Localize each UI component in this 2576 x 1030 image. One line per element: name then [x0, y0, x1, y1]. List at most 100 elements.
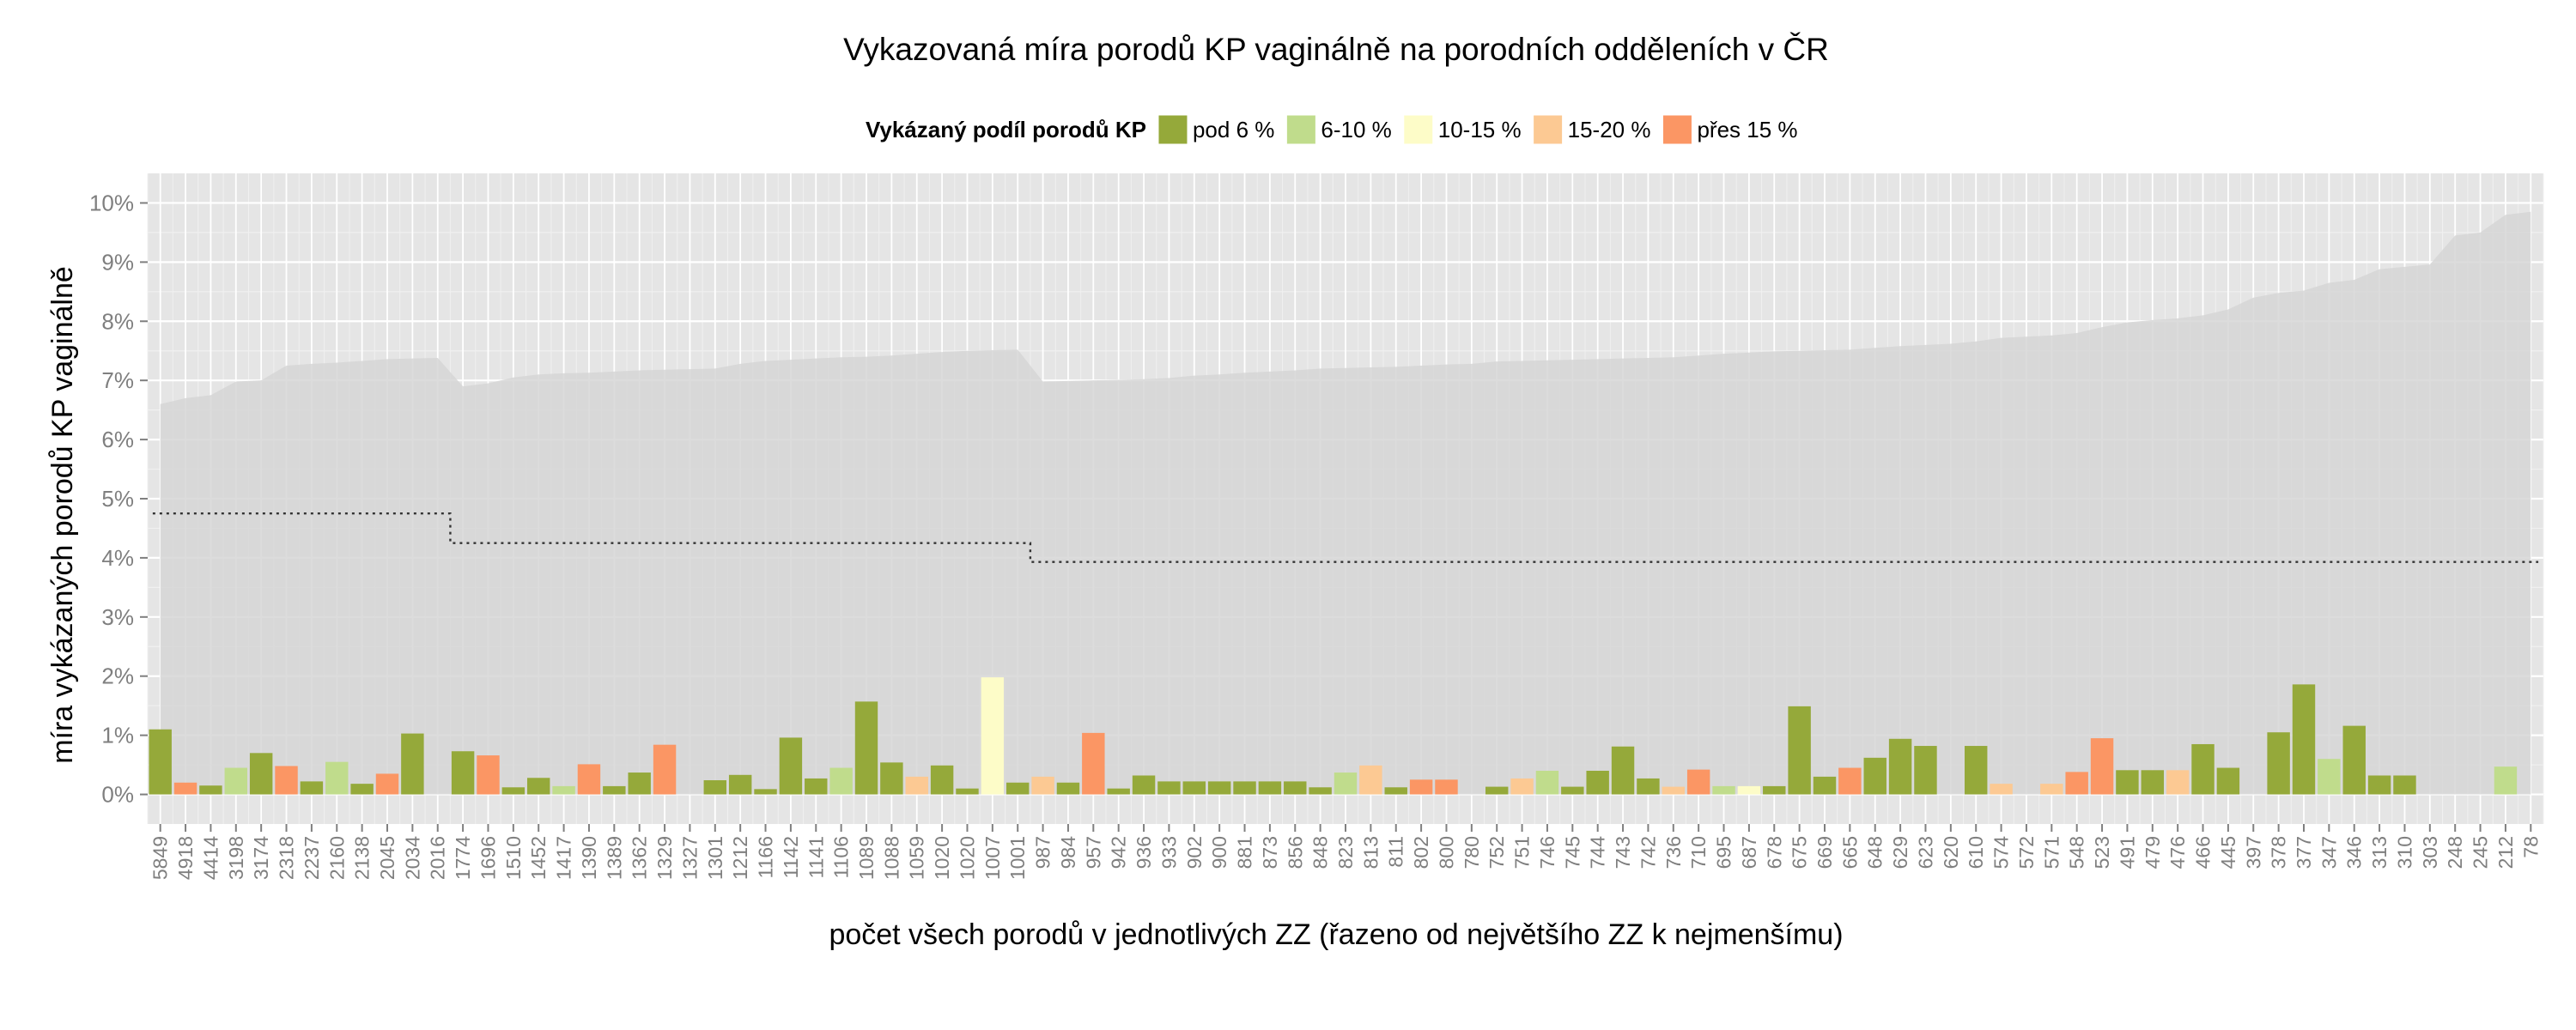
- x-tick-label: 1020: [931, 836, 953, 880]
- bar: [1763, 785, 1786, 795]
- x-tick-label: 610: [1965, 836, 1987, 869]
- bar: [375, 773, 399, 795]
- x-tick-label: 1088: [880, 836, 902, 880]
- x-tick-label: 2016: [427, 836, 449, 880]
- x-tick-label: 2237: [301, 836, 323, 880]
- x-tick-label: 823: [1334, 836, 1357, 869]
- y-tick-label: 4%: [101, 545, 134, 571]
- bar: [905, 776, 928, 795]
- bar: [1233, 781, 1256, 795]
- y-axis-title: míra vykázaných porodů KP vaginálně: [46, 266, 79, 764]
- bar: [1056, 782, 1080, 795]
- y-axis: 0% 1% 2% 3% 4% 5% 6% 7% 8% 9% 10%: [89, 190, 148, 808]
- bar: [1207, 781, 1231, 795]
- bar: [1637, 778, 1660, 795]
- bar: [1284, 781, 1307, 795]
- bar: [1359, 765, 1382, 795]
- x-tick-label: 212: [2494, 836, 2517, 869]
- x-tick-label: 347: [2318, 836, 2340, 869]
- bar: [2090, 738, 2114, 795]
- x-tick-label: 5849: [149, 836, 172, 880]
- bar: [1535, 770, 1559, 795]
- legend-swatch-g1: [1157, 114, 1188, 145]
- x-tick-label: 2318: [276, 836, 298, 880]
- bar: [1964, 746, 1988, 795]
- bar: [1107, 788, 1130, 795]
- bar: [2342, 725, 2366, 795]
- bar: [2267, 732, 2290, 795]
- bar: [1409, 779, 1433, 795]
- bar: [2040, 784, 2063, 795]
- x-tick-label: 476: [2166, 836, 2189, 869]
- bar: [2065, 772, 2088, 795]
- x-tick-label: 1417: [553, 836, 575, 880]
- bar: [2216, 767, 2240, 795]
- y-tick-label: 9%: [101, 249, 134, 275]
- x-tick-label: 3198: [225, 836, 247, 880]
- legend-label-g1: pod 6 %: [1193, 117, 1274, 142]
- x-tick-label: 629: [1889, 836, 1911, 869]
- x-tick-label: 873: [1259, 836, 1281, 869]
- legend-swatch-g5: [1662, 114, 1692, 145]
- bar: [1031, 776, 1054, 795]
- x-tick-label: 2034: [401, 836, 423, 880]
- bar: [1258, 781, 1282, 795]
- bar: [1561, 786, 1584, 795]
- x-tick-label: 1329: [653, 836, 676, 880]
- bar: [477, 755, 500, 795]
- x-tick-label: 933: [1157, 836, 1180, 869]
- bar: [854, 701, 878, 795]
- x-tick-label: 710: [1687, 836, 1710, 869]
- bar: [224, 767, 248, 795]
- y-tick-label: 3%: [101, 604, 134, 630]
- x-tick-label: 303: [2419, 836, 2441, 869]
- x-tick-label: 1089: [855, 836, 878, 880]
- x-tick-label: 813: [1359, 836, 1382, 869]
- x-tick-label: 572: [2015, 836, 2038, 869]
- bar: [350, 784, 374, 795]
- bar: [1005, 782, 1030, 795]
- bar: [829, 767, 853, 795]
- x-tick-label: 1696: [477, 836, 499, 880]
- x-tick-label: 942: [1108, 836, 1130, 869]
- x-tick-label: 1020: [956, 836, 978, 880]
- x-tick-label: 695: [1713, 836, 1735, 869]
- bar: [173, 782, 197, 795]
- bar: [1737, 785, 1761, 795]
- reference-line: [152, 512, 2539, 563]
- x-tick-label: 313: [2368, 836, 2391, 869]
- chart-title: Vykazovaná míra porodů KP vaginálně na p…: [843, 32, 1829, 67]
- legend-swatch-g4: [1533, 114, 1564, 145]
- x-tick-label: 479: [2142, 836, 2164, 869]
- x-tick-label: 1001: [1006, 836, 1029, 880]
- x-tick-label: 3174: [250, 836, 272, 880]
- bar: [300, 781, 324, 795]
- y-tick-label: 6%: [101, 427, 134, 452]
- x-tick-label: 1212: [729, 836, 751, 880]
- x-tick-label: 1510: [502, 836, 525, 880]
- bar: [501, 787, 526, 795]
- x-tick-label: 780: [1461, 836, 1483, 869]
- bar: [1611, 746, 1635, 795]
- x-tick-label: 811: [1385, 836, 1407, 868]
- bar: [526, 778, 550, 795]
- bar: [2116, 770, 2139, 795]
- x-tick-label: 802: [1410, 836, 1432, 869]
- x-tick-label: 687: [1738, 836, 1760, 869]
- bar: [2166, 770, 2190, 795]
- x-tick-label: 1059: [906, 836, 928, 880]
- bar: [149, 729, 172, 795]
- bar: [451, 751, 475, 795]
- x-tick-label: 752: [1485, 836, 1508, 869]
- bar: [1662, 786, 1686, 795]
- y-tick-label: 10%: [89, 190, 134, 215]
- x-tick-label: 491: [2116, 836, 2138, 869]
- x-tick-label: 523: [2091, 836, 2113, 869]
- bar: [577, 764, 601, 795]
- bar: [956, 788, 979, 795]
- bar: [325, 761, 349, 795]
- legend-label-g3: 10-15 %: [1438, 117, 1522, 142]
- x-tick-label: 881: [1234, 836, 1256, 869]
- x-tick-label: 1774: [452, 836, 474, 880]
